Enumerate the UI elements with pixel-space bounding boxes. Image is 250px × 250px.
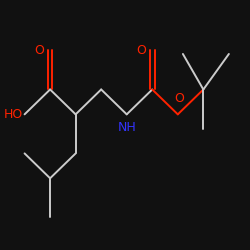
Text: NH: NH xyxy=(117,121,136,134)
Text: HO: HO xyxy=(4,108,23,121)
Text: O: O xyxy=(174,92,184,106)
Text: O: O xyxy=(136,44,146,57)
Text: O: O xyxy=(34,44,44,57)
